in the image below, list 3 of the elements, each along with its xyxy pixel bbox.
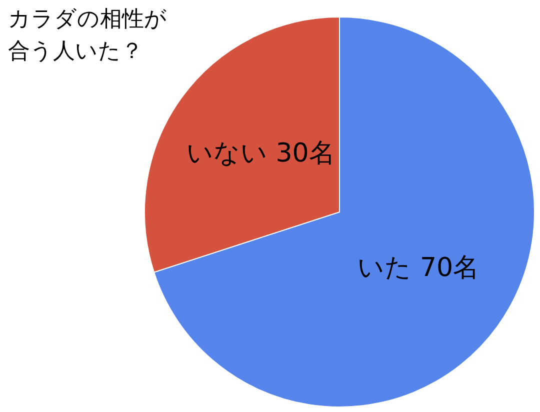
slice-label: いた 70名	[358, 253, 480, 284]
slice-label: いない 30名	[186, 138, 335, 168]
chart-title: カラダの相性が合う人いた？	[8, 6, 168, 66]
